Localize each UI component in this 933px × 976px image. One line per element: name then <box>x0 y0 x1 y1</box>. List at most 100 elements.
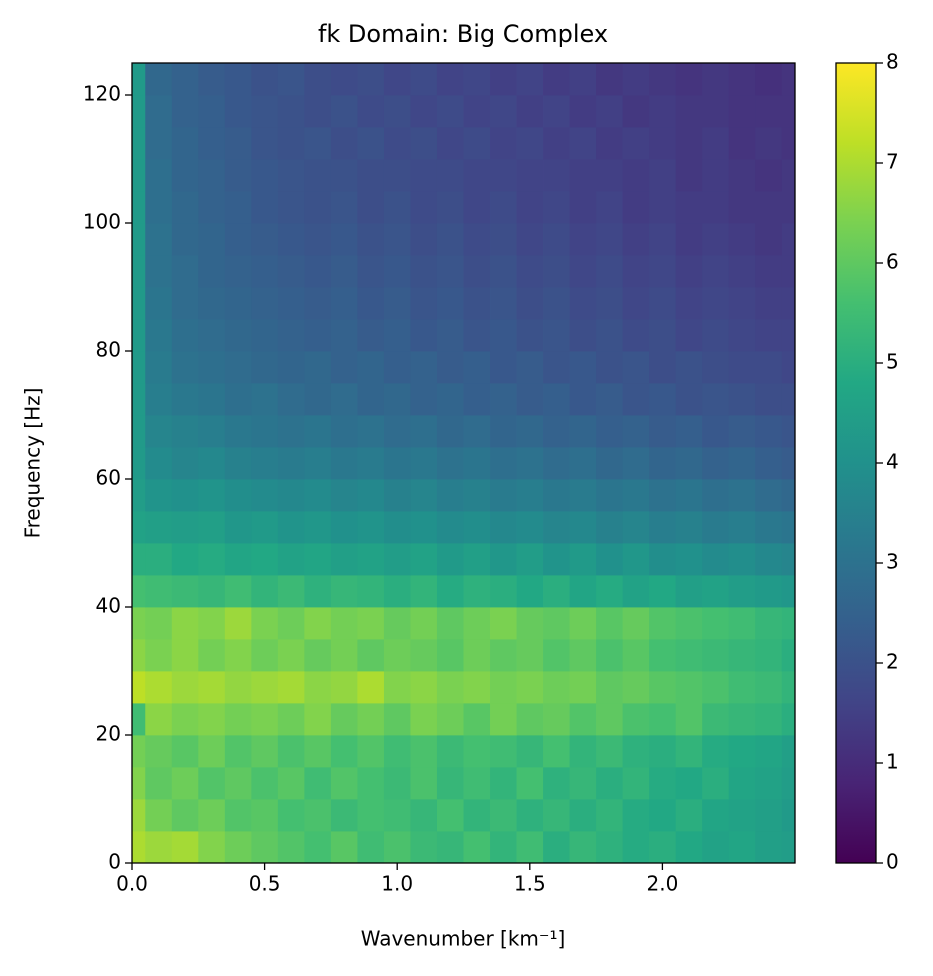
heatmap-cell <box>781 575 796 608</box>
heatmap-cell <box>675 95 703 128</box>
colorbar <box>835 62 877 864</box>
heatmap-cell <box>410 255 438 288</box>
x-tick-label: 1.0 <box>381 872 413 896</box>
heatmap-cell <box>702 351 730 384</box>
heatmap-cell <box>145 319 173 352</box>
heatmap-cell <box>251 255 279 288</box>
heatmap-cell <box>781 607 796 640</box>
heatmap-cell <box>702 383 730 416</box>
heatmap-cell <box>383 223 411 256</box>
heatmap-cell <box>490 351 517 384</box>
heatmap-cell <box>198 607 226 640</box>
heatmap-cell <box>357 63 385 96</box>
heatmap-cell <box>755 799 783 832</box>
heatmap-cell <box>675 415 703 448</box>
heatmap-cell <box>198 703 226 736</box>
heatmap-cell <box>304 159 332 192</box>
heatmap-cell <box>596 319 624 352</box>
heatmap-cell <box>357 191 385 224</box>
heatmap-cell <box>516 799 544 832</box>
heatmap-cell <box>649 575 677 608</box>
heatmap-cell <box>596 607 624 640</box>
heatmap-cell <box>755 255 783 288</box>
heatmap-cell <box>728 63 756 96</box>
heatmap-cell <box>224 95 252 128</box>
heatmap-cell <box>132 95 146 128</box>
heatmap-cell <box>383 511 411 544</box>
heatmap-cell <box>410 415 438 448</box>
heatmap-cell <box>277 63 305 96</box>
heatmap-cell <box>224 799 252 832</box>
heatmap-cell <box>277 447 305 480</box>
heatmap-cell <box>224 127 252 160</box>
heatmap-cell <box>569 351 597 384</box>
heatmap-cell <box>132 735 146 768</box>
heatmap-cell <box>649 223 677 256</box>
heatmap-cell <box>675 703 703 736</box>
heatmap-cell <box>702 415 730 448</box>
heatmap-cell <box>728 607 756 640</box>
heatmap-cell <box>702 479 730 512</box>
heatmap-cell <box>622 543 650 576</box>
heatmap-cell <box>436 191 464 224</box>
heatmap-cell <box>357 319 385 352</box>
heatmap-cell <box>675 351 703 384</box>
heatmap-cell <box>224 319 252 352</box>
heatmap-cell <box>516 639 544 672</box>
chart-title: fk Domain: Big Complex <box>318 20 608 48</box>
heatmap-cell <box>224 159 252 192</box>
heatmap-cell <box>330 767 358 800</box>
heatmap-cell <box>224 511 252 544</box>
heatmap-cell <box>702 831 730 864</box>
heatmap-cell <box>357 159 385 192</box>
heatmap-cell <box>251 671 279 704</box>
heatmap-cell <box>357 447 385 480</box>
heatmap-cell <box>330 63 358 96</box>
heatmap-cell <box>145 735 173 768</box>
heatmap-cell <box>490 639 517 672</box>
heatmap-cell <box>171 735 199 768</box>
heatmap-cell <box>516 191 544 224</box>
heatmap-cell <box>357 511 385 544</box>
heatmap-cell <box>436 383 464 416</box>
heatmap-cell <box>357 543 385 576</box>
heatmap-cell <box>357 639 385 672</box>
heatmap-cell <box>516 447 544 480</box>
heatmap-cell <box>622 575 650 608</box>
heatmap-cell <box>490 287 517 320</box>
heatmap-cell <box>171 191 199 224</box>
heatmap-cell <box>251 95 279 128</box>
heatmap-cell <box>516 831 544 864</box>
heatmap-cell <box>198 831 226 864</box>
heatmap-cell <box>357 127 385 160</box>
heatmap-cell <box>543 575 570 608</box>
heatmap-cell <box>357 287 385 320</box>
heatmap-cell <box>410 383 438 416</box>
heatmap-cell <box>145 447 173 480</box>
heatmap-cell <box>490 575 517 608</box>
heatmap-cell <box>463 447 491 480</box>
heatmap-cell <box>702 223 730 256</box>
heatmap-cell <box>277 671 305 704</box>
heatmap-cell <box>357 831 385 864</box>
heatmap-cell <box>224 255 252 288</box>
heatmap-cell <box>755 159 783 192</box>
heatmap-cell <box>383 319 411 352</box>
heatmap-cell <box>543 511 570 544</box>
heatmap-cell <box>781 287 796 320</box>
heatmap-cell <box>543 703 570 736</box>
heatmap-cell <box>383 831 411 864</box>
heatmap-cell <box>171 511 199 544</box>
heatmap-cell <box>569 63 597 96</box>
heatmap-cell <box>383 575 411 608</box>
heatmap-cell <box>251 607 279 640</box>
heatmap-cell <box>596 703 624 736</box>
heatmap-cell <box>145 703 173 736</box>
heatmap-cell <box>436 351 464 384</box>
heatmap-cell <box>251 767 279 800</box>
heatmap-cell <box>596 831 624 864</box>
heatmap-cell <box>171 607 199 640</box>
heatmap-cell <box>649 95 677 128</box>
heatmap-cell <box>728 511 756 544</box>
heatmap-cell <box>436 479 464 512</box>
